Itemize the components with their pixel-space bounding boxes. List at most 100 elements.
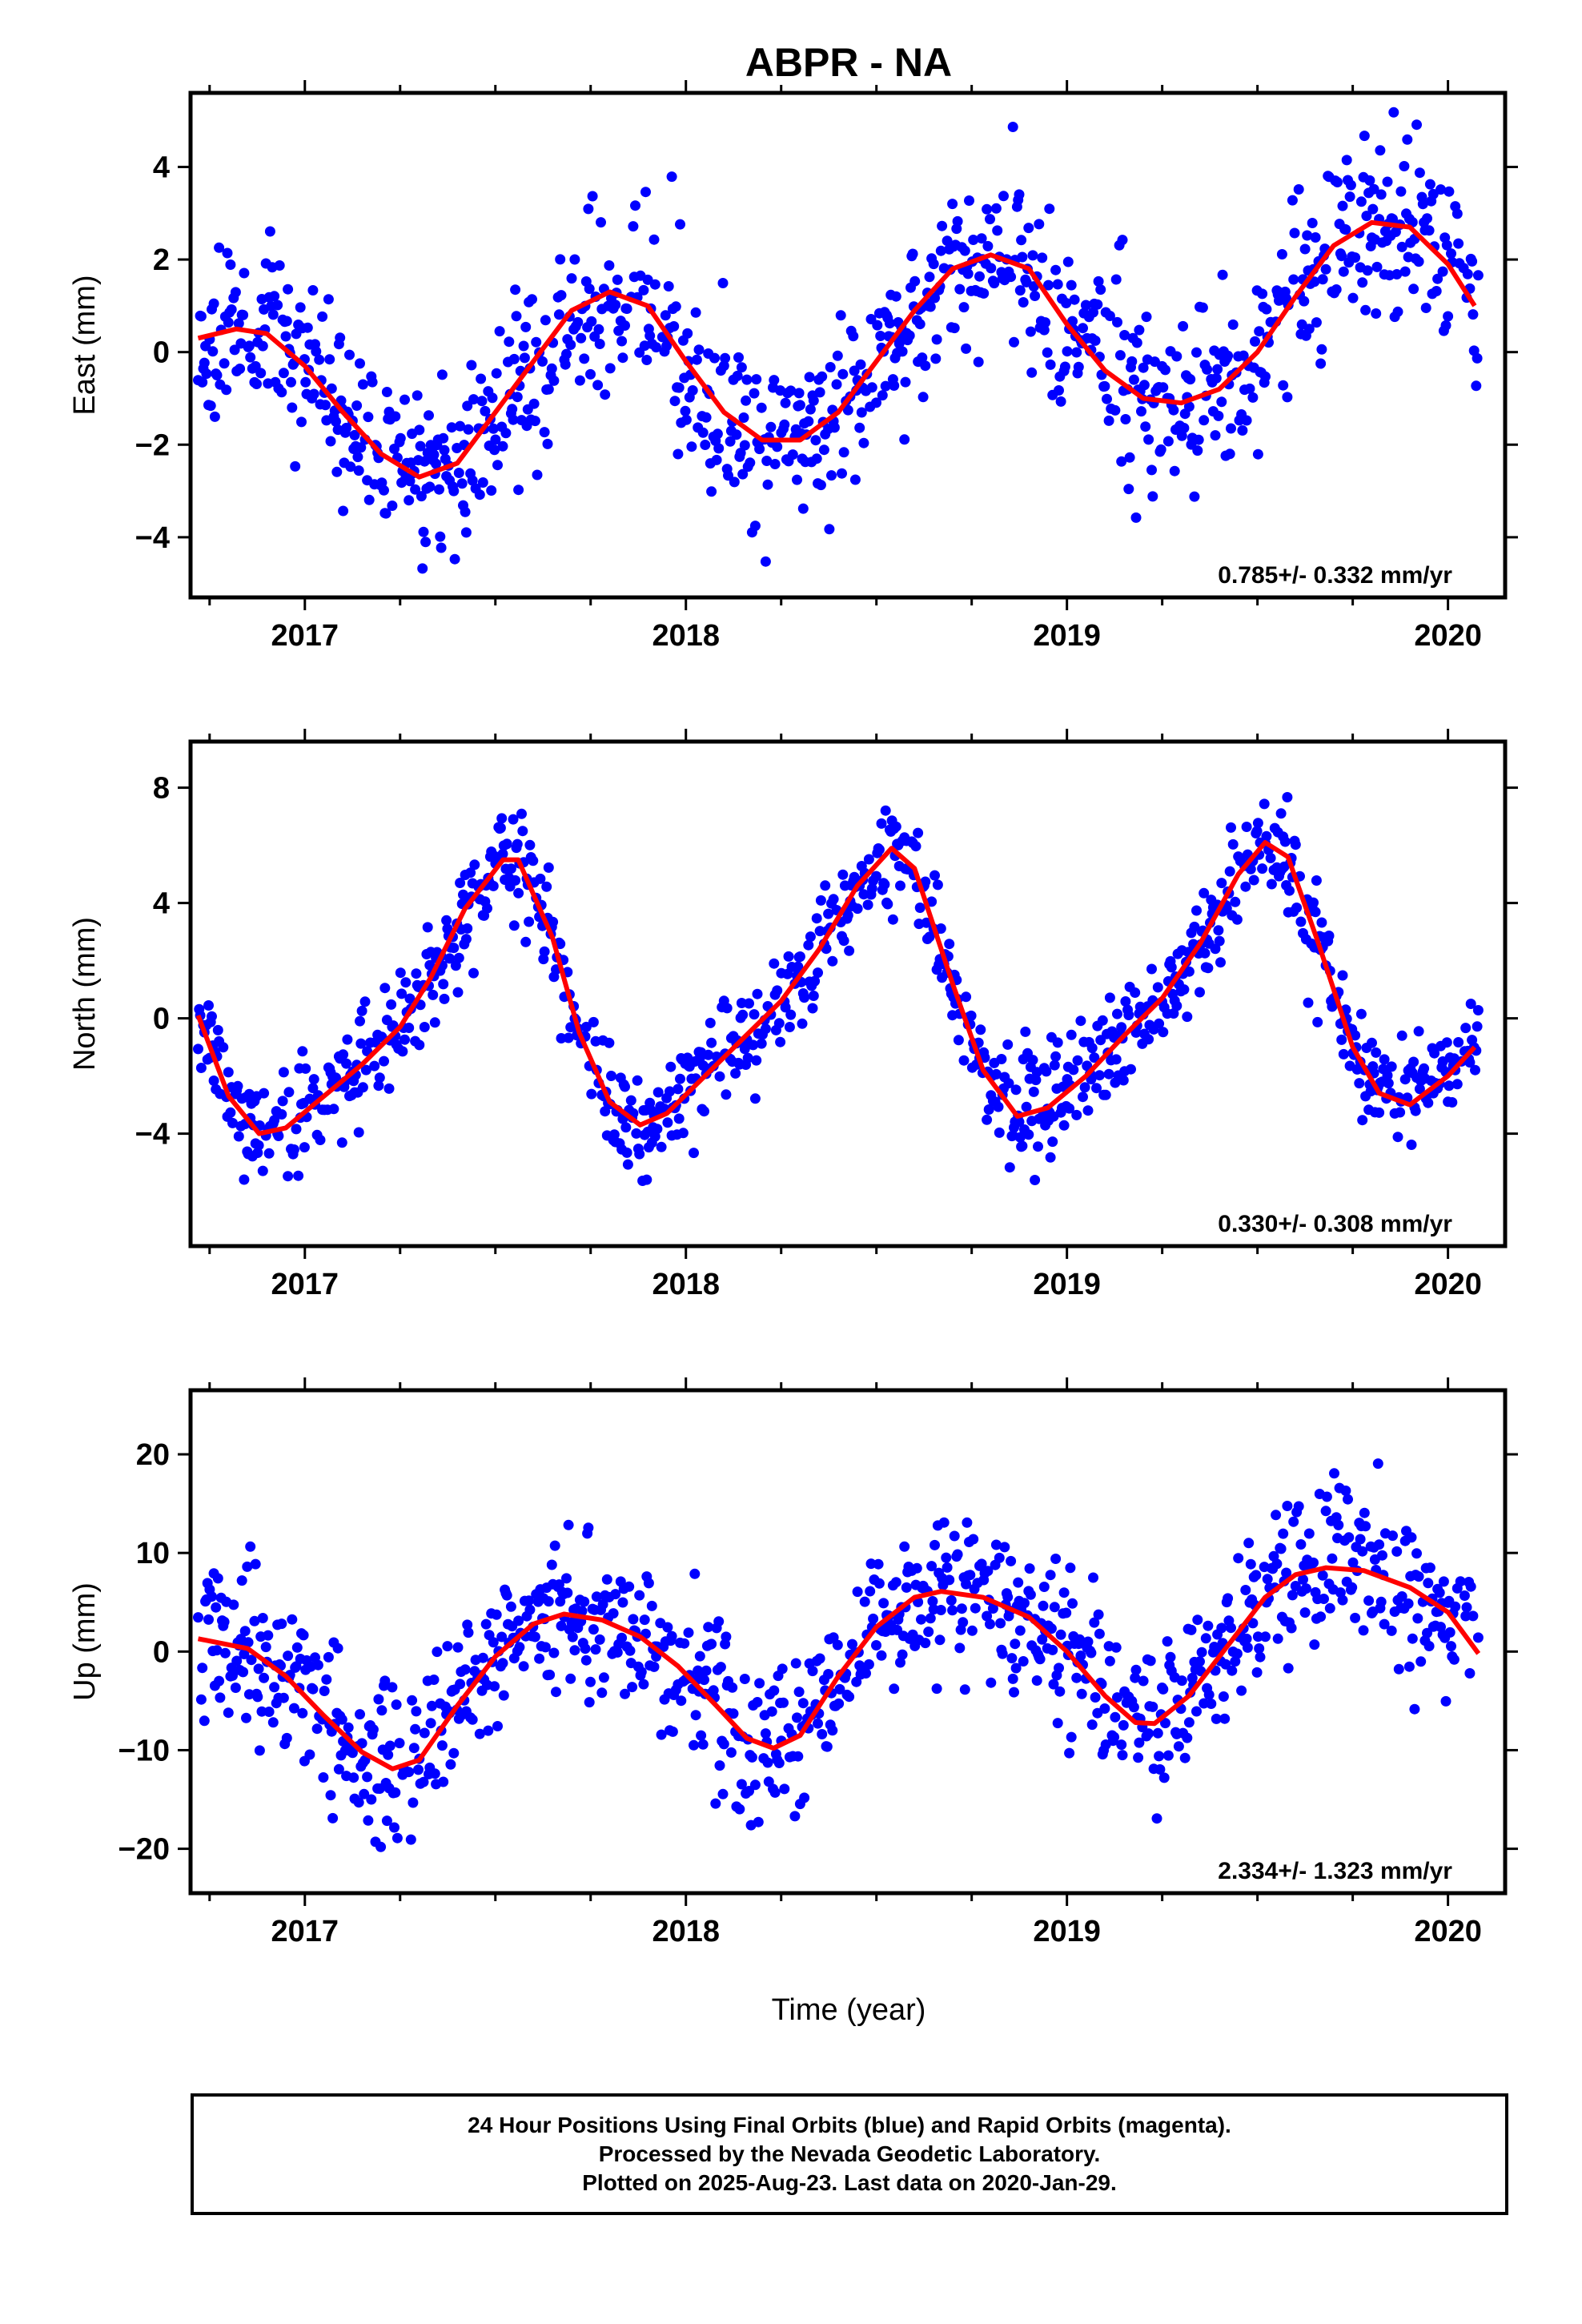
data-point	[1027, 250, 1038, 261]
data-point	[1308, 1557, 1319, 1568]
data-point	[195, 311, 207, 322]
data-point	[717, 1788, 729, 1799]
data-point	[1399, 1074, 1411, 1085]
data-point	[1058, 1120, 1070, 1131]
data-point	[223, 317, 234, 328]
data-point	[987, 1603, 998, 1614]
data-point	[548, 375, 560, 386]
data-point	[432, 1647, 443, 1658]
data-point	[497, 1658, 508, 1669]
data-point	[670, 301, 681, 312]
data-point	[772, 441, 783, 452]
data-point	[413, 1764, 424, 1775]
data-point	[1251, 1570, 1262, 1581]
data-point	[634, 1148, 645, 1160]
data-point	[1226, 423, 1236, 434]
data-point	[1336, 251, 1347, 262]
data-point	[1018, 1656, 1029, 1667]
data-point	[1146, 963, 1157, 975]
data-point	[1185, 374, 1196, 385]
data-point	[1396, 1591, 1407, 1602]
data-point	[1337, 1594, 1348, 1606]
data-point	[1189, 491, 1200, 502]
data-point	[673, 382, 685, 393]
data-point	[1293, 1501, 1304, 1512]
data-point	[520, 321, 532, 332]
data-point	[875, 331, 886, 341]
data-point	[1414, 167, 1425, 179]
data-point	[844, 945, 855, 956]
data-point	[592, 380, 604, 391]
data-point	[1067, 1598, 1078, 1609]
data-point	[598, 1672, 609, 1683]
data-point	[269, 1115, 280, 1126]
data-point	[1248, 875, 1259, 886]
data-point	[390, 411, 401, 422]
data-point	[1116, 1739, 1127, 1751]
data-point	[779, 419, 790, 430]
data-point	[889, 380, 900, 391]
data-point	[1303, 1528, 1315, 1539]
data-point	[805, 404, 816, 415]
data-point	[965, 1570, 976, 1581]
chart-title: ABPR - NA	[745, 40, 952, 85]
data-point	[314, 354, 325, 365]
data-point	[1154, 1751, 1165, 1762]
data-point	[1403, 1661, 1415, 1672]
data-point	[700, 440, 711, 450]
data-point	[535, 873, 546, 884]
data-point	[648, 234, 660, 245]
x-tick-label: 2018	[652, 619, 720, 653]
data-point	[638, 1679, 649, 1690]
data-point	[455, 420, 466, 432]
data-point	[703, 1049, 714, 1060]
data-point	[510, 284, 521, 296]
data-point	[1152, 982, 1163, 993]
data-point	[524, 1595, 535, 1606]
data-point	[799, 1792, 810, 1803]
data-point	[1169, 465, 1180, 476]
data-point	[1275, 808, 1287, 819]
data-point	[944, 1574, 955, 1586]
data-point	[904, 330, 915, 341]
data-point	[968, 1534, 979, 1545]
data-point	[1120, 414, 1131, 424]
data-point	[311, 1723, 323, 1735]
data-point	[734, 1803, 745, 1815]
data-point	[966, 1010, 977, 1021]
data-point	[384, 1740, 396, 1751]
data-point	[263, 1707, 275, 1717]
data-point	[1291, 903, 1303, 913]
data-point	[778, 1697, 789, 1708]
data-point	[612, 1647, 623, 1658]
data-point	[463, 424, 474, 435]
data-point	[631, 1128, 642, 1139]
data-point	[1434, 1587, 1445, 1598]
data-point	[982, 203, 993, 215]
data-point	[1119, 330, 1130, 340]
data-point	[1118, 1075, 1129, 1086]
data-point	[749, 521, 761, 532]
data-point	[1110, 404, 1121, 416]
data-point	[1321, 1491, 1332, 1502]
data-point	[379, 485, 389, 496]
data-point	[696, 1730, 707, 1741]
data-point	[257, 1613, 268, 1623]
data-point	[1104, 992, 1115, 1003]
data-point	[1391, 1546, 1403, 1557]
data-point	[620, 1122, 632, 1133]
data-point	[1002, 1591, 1014, 1602]
data-point	[680, 405, 691, 416]
data-point	[586, 1088, 597, 1100]
data-point	[1245, 1558, 1256, 1570]
data-point	[1006, 1555, 1017, 1566]
data-point	[1286, 1622, 1297, 1634]
data-point	[1393, 1663, 1404, 1675]
data-point	[1118, 1719, 1129, 1731]
data-point	[1044, 203, 1055, 215]
data-point	[1200, 1633, 1211, 1644]
data-point	[1446, 248, 1456, 259]
data-point	[584, 283, 595, 295]
y-tick-label: 2	[153, 243, 170, 277]
data-point	[938, 1517, 950, 1528]
